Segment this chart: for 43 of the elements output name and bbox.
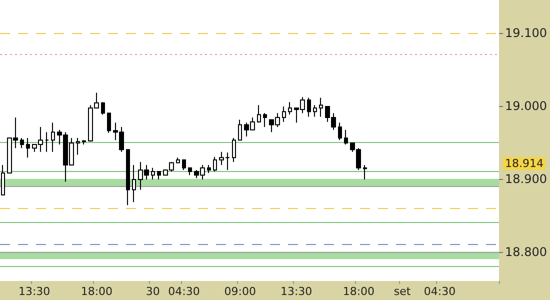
candlestick — [182, 159, 186, 171]
candlestick — [363, 164, 367, 180]
candlestick — [344, 129, 348, 146]
candlestick — [188, 167, 192, 176]
x-tick-label: 04:30 — [424, 285, 456, 298]
candlestick — [176, 157, 180, 164]
y-tick-label: 19.100 — [505, 26, 548, 40]
y-tick-label: 19.000 — [505, 98, 548, 113]
candlestick — [213, 156, 217, 172]
candlestick — [151, 167, 155, 180]
candlestick — [76, 137, 80, 156]
candlestick — [257, 104, 261, 124]
candlestick — [26, 137, 30, 158]
candlestick — [82, 140, 86, 146]
candlestick — [313, 104, 317, 118]
candlestick — [338, 122, 342, 141]
candlestick — [20, 137, 24, 149]
y-tick-label: 18.800 — [505, 244, 548, 259]
x-tick-label: 09:00 — [224, 285, 256, 298]
x-tick-label: 18:00 — [342, 285, 375, 298]
candlestick — [45, 132, 49, 152]
candlestick — [157, 171, 161, 180]
candlestick — [107, 112, 111, 134]
candlestick — [132, 164, 136, 203]
candlestick — [207, 164, 211, 174]
candlestick — [101, 102, 105, 116]
x-tick-label: 13:30 — [280, 285, 312, 298]
candlestick — [282, 106, 286, 122]
text: 18.914 — [505, 157, 544, 170]
candlestick — [288, 102, 292, 116]
candlestick — [319, 97, 323, 118]
candlestick — [307, 97, 311, 118]
x-tick-label: set — [394, 285, 412, 298]
candlestick — [263, 112, 267, 128]
x-tick-label: 13:30 — [18, 285, 50, 298]
x-tick-label: 04:30 — [168, 285, 200, 298]
candlestick — [238, 119, 242, 141]
x-tick-label: 30 — [146, 285, 160, 298]
candlestick — [51, 122, 55, 152]
y-tick-label: 18.900 — [505, 172, 548, 186]
x-tick-label: 18:00 — [80, 285, 113, 298]
candlestick — [232, 137, 236, 163]
candlestick — [126, 149, 130, 206]
